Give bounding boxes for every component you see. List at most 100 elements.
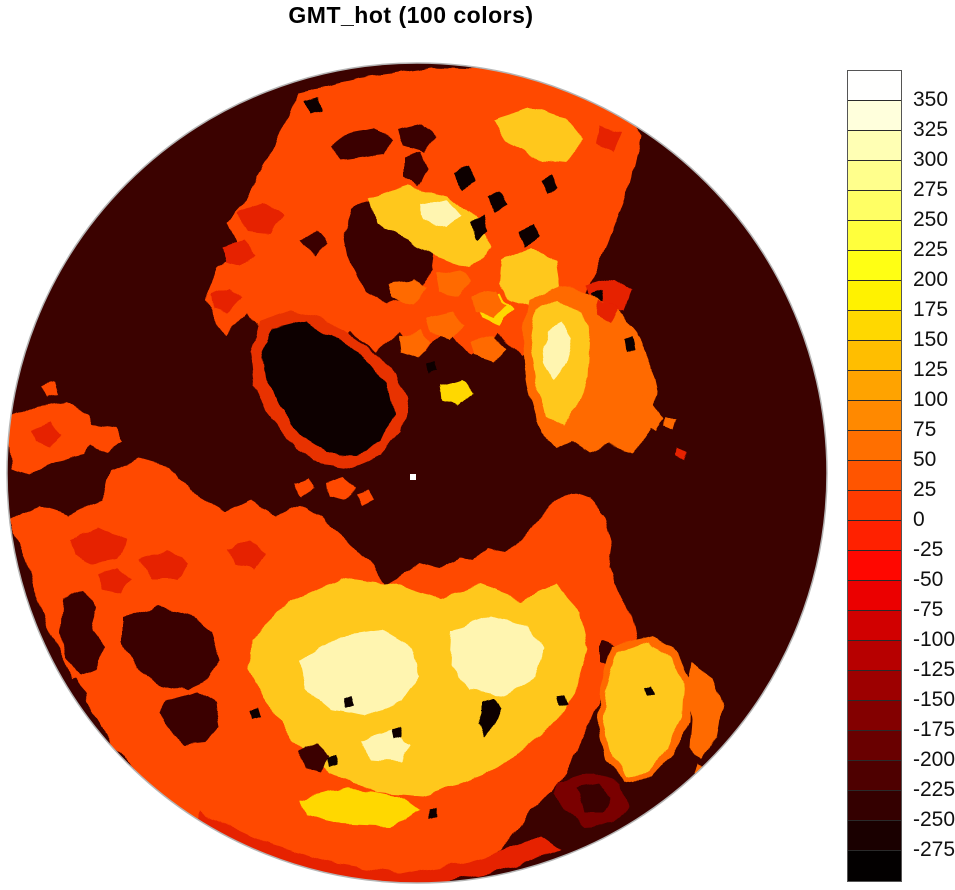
island bbox=[434, 270, 470, 296]
lake bbox=[404, 152, 428, 186]
colorbar-cell bbox=[848, 161, 901, 191]
dark-patch bbox=[428, 807, 438, 819]
dark-patch bbox=[644, 685, 655, 698]
figure-title: GMT_hot (100 colors) bbox=[288, 2, 534, 28]
dark-patch bbox=[452, 166, 478, 190]
island bbox=[40, 382, 58, 398]
dark-patch bbox=[624, 337, 635, 351]
dark-patch bbox=[392, 727, 403, 740]
colorbar-tick-label: 300 bbox=[913, 148, 949, 171]
red-patch bbox=[596, 125, 622, 152]
dark-patch bbox=[306, 96, 322, 114]
lake bbox=[398, 124, 436, 152]
lake bbox=[298, 744, 330, 772]
island bbox=[326, 478, 356, 500]
island bbox=[294, 477, 314, 496]
red-patch bbox=[238, 204, 282, 234]
colorbar-cell bbox=[848, 851, 901, 881]
lake bbox=[60, 590, 104, 676]
colorbar-cell bbox=[848, 281, 901, 311]
colorbar-cell bbox=[848, 461, 901, 491]
peninsula bbox=[88, 424, 124, 452]
colorbar-tick-label: 100 bbox=[913, 388, 949, 411]
highland bbox=[368, 186, 492, 268]
colorbar-cell bbox=[848, 71, 901, 101]
island bbox=[663, 416, 676, 430]
colorbar-cell bbox=[848, 671, 901, 701]
island bbox=[470, 334, 508, 362]
lake bbox=[122, 606, 220, 690]
dark-patch bbox=[342, 694, 353, 707]
island bbox=[472, 290, 508, 318]
colorbar-tick-label: -250 bbox=[913, 808, 955, 831]
colorbar-cell bbox=[848, 761, 901, 791]
highland bbox=[420, 200, 462, 228]
north-pole-missing-value-dot bbox=[410, 474, 416, 480]
colorbar-cell bbox=[848, 731, 901, 761]
dark-patch bbox=[557, 694, 568, 707]
dark-patch bbox=[478, 698, 500, 736]
island bbox=[398, 330, 432, 358]
dark-patch bbox=[328, 755, 338, 767]
colorbar-tick-label: 200 bbox=[913, 268, 949, 291]
red-patch bbox=[140, 550, 188, 580]
highland bbox=[300, 630, 420, 716]
lake bbox=[300, 232, 326, 256]
island bbox=[356, 490, 374, 506]
island-arc bbox=[686, 664, 722, 762]
colorbar-cell bbox=[848, 191, 901, 221]
red-patch bbox=[96, 568, 132, 594]
colorbar-tick-label: 250 bbox=[913, 208, 949, 231]
dark-patch bbox=[250, 707, 261, 720]
colorbar-tick-label: -100 bbox=[913, 628, 955, 651]
colorbar-tick-label: 325 bbox=[913, 118, 949, 141]
colorbar-cell bbox=[848, 701, 901, 731]
colorbar-tick-label: -150 bbox=[913, 688, 955, 711]
colorbar-cell bbox=[848, 341, 901, 371]
dark-patch bbox=[488, 190, 508, 212]
colorbar-cell bbox=[848, 251, 901, 281]
colorbar-tick-label: -125 bbox=[913, 658, 955, 681]
colorbar-cell bbox=[848, 821, 901, 851]
colorbar-tick-label: 350 bbox=[913, 88, 949, 111]
lake bbox=[576, 784, 612, 812]
colorbar-tick-label: -175 bbox=[913, 718, 955, 741]
highland bbox=[450, 616, 544, 696]
colorbar-tick-label: 150 bbox=[913, 328, 949, 351]
colorbar-tick-label: -200 bbox=[913, 748, 955, 771]
colorbar-cell bbox=[848, 431, 901, 461]
colorbar-cell bbox=[848, 371, 901, 401]
colorbar bbox=[847, 70, 902, 882]
dark-patch bbox=[470, 216, 488, 238]
island bbox=[428, 312, 464, 340]
colorbar-tick-label: -225 bbox=[913, 778, 955, 801]
map-boundary-circle bbox=[6, 62, 828, 884]
highland bbox=[492, 108, 584, 162]
colorbar-cell bbox=[848, 101, 901, 131]
lake bbox=[332, 128, 392, 160]
kamchatka bbox=[604, 642, 684, 776]
colorbar-cell bbox=[848, 221, 901, 251]
red-patch bbox=[228, 540, 266, 568]
red-patch bbox=[596, 300, 618, 322]
island bbox=[390, 278, 426, 304]
colorbar-cell bbox=[848, 581, 901, 611]
colorbar-cell bbox=[848, 521, 901, 551]
colorbar-tick-label: -25 bbox=[913, 538, 944, 561]
island bbox=[675, 448, 686, 460]
colorbar-cell bbox=[848, 611, 901, 641]
highland bbox=[542, 322, 572, 380]
colorbar-tick-label: 50 bbox=[913, 448, 937, 471]
colorbar-cell bbox=[848, 401, 901, 431]
lake bbox=[160, 692, 220, 744]
colorbar-cell bbox=[848, 491, 901, 521]
colorbar-tick-label: -275 bbox=[913, 838, 955, 861]
colorbar-cell bbox=[848, 131, 901, 161]
colorbar-cell bbox=[848, 551, 901, 581]
colorbar-cell bbox=[848, 791, 901, 821]
red-patch bbox=[222, 240, 256, 266]
red-patch bbox=[70, 528, 126, 564]
colorbar-tick-label: 125 bbox=[913, 358, 949, 381]
